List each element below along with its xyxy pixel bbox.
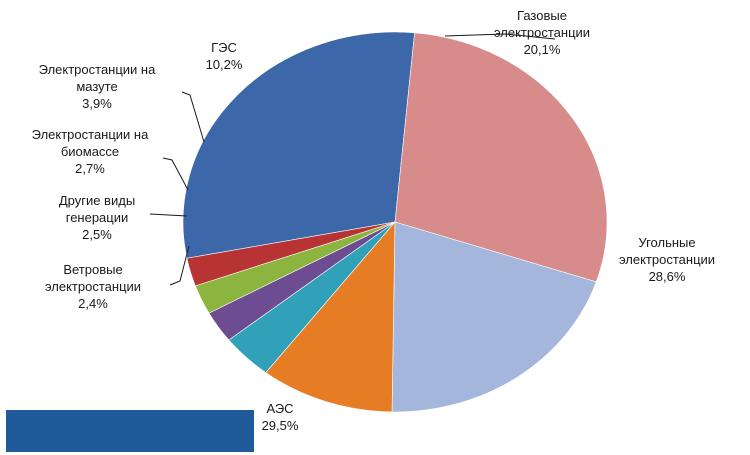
slice-label-line: 3,9% [82, 96, 112, 111]
pie-slice-4 [265, 221, 396, 413]
slice-label-line: 28,6% [649, 269, 686, 284]
slice-label-line: АЭС [266, 401, 293, 416]
leader-line-7 [149, 213, 188, 217]
slice-label-line: Угольные [638, 235, 695, 250]
slice-label-line: Ветровые [63, 262, 122, 277]
pie-slice-1 [182, 31, 415, 259]
slice-label-line: 20,1% [524, 42, 561, 57]
pie-slice-8 [186, 221, 396, 287]
slice-label-6: Электростанции на биомассе 2,7% [32, 127, 149, 176]
slice-label-line: 2,5% [82, 227, 112, 242]
slice-label-3: Газовые электростанции 20,1% [494, 8, 590, 57]
slice-label-line: биомассе [61, 144, 119, 159]
slice-label-line: электростанции [619, 252, 715, 267]
slice-label-line: 29,5% [262, 418, 299, 433]
slice-label-2: Угольные электростанции 28,6% [619, 235, 715, 284]
slice-label-line: Электростанции на [39, 62, 156, 77]
slice-label-line: Электростанции на [32, 127, 149, 142]
slice-label-5: Электростанции на мазуте 3,9% [39, 62, 156, 111]
slice-label-1: АЭС 29,5% [262, 401, 299, 433]
slice-label-4: ГЭС 10,2% [206, 40, 243, 72]
overlay-box [6, 410, 254, 452]
leader-line-6 [162, 157, 189, 191]
slice-label-line: электростанции [494, 25, 590, 40]
slice-label-line: 2,7% [75, 161, 105, 176]
pie-slice-2 [394, 32, 608, 283]
pie-slice-3 [391, 221, 597, 413]
slice-label-line: мазуте [76, 79, 117, 94]
slice-label-line: электростанции [45, 279, 141, 294]
leader-line-5 [181, 91, 205, 143]
slice-label-7: Другие виды генерации 2,5% [59, 193, 135, 242]
leader-line-3 [444, 33, 556, 40]
slice-label-line: Другие виды [59, 193, 135, 208]
slice-label-line: 2,4% [78, 296, 108, 311]
leader-line-8 [169, 245, 190, 286]
slice-label-line: генерации [66, 210, 129, 225]
slice-label-8: Ветровые электростанции 2,4% [45, 262, 141, 311]
slice-label-line: Газовые [517, 8, 567, 23]
slice-label-line: 10,2% [206, 57, 243, 72]
slice-label-line: ГЭС [211, 40, 237, 55]
